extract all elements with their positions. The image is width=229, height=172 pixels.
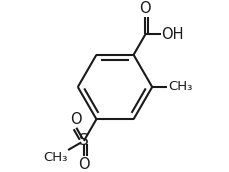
Text: S: S: [79, 133, 88, 148]
Text: O: O: [78, 157, 89, 172]
Text: CH₃: CH₃: [167, 80, 192, 94]
Text: OH: OH: [161, 27, 183, 42]
Text: O: O: [139, 1, 150, 16]
Text: O: O: [69, 112, 81, 127]
Text: CH₃: CH₃: [43, 151, 67, 164]
